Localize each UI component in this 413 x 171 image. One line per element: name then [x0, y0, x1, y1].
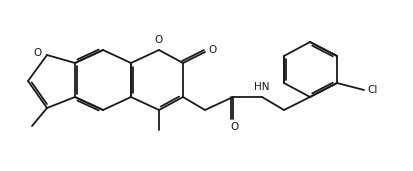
Text: Cl: Cl [366, 85, 377, 95]
Text: HN: HN [254, 82, 269, 92]
Text: O: O [207, 45, 216, 55]
Text: O: O [34, 48, 42, 58]
Text: O: O [154, 35, 163, 45]
Text: O: O [230, 122, 239, 132]
